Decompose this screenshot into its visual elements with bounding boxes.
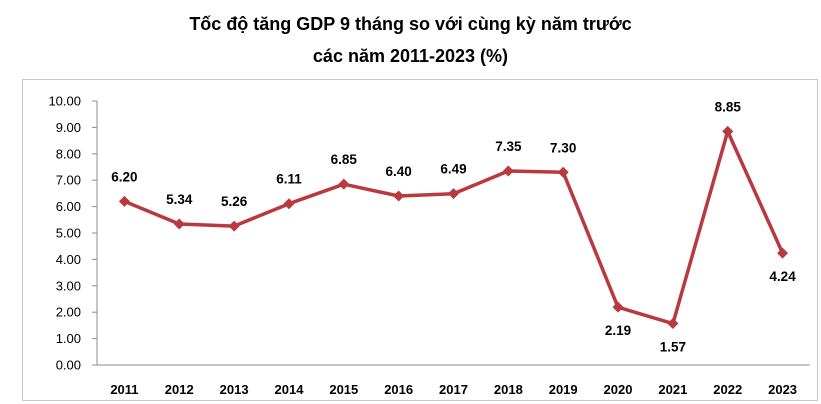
series-line [123, 129, 785, 326]
y-tick-label: 10.00 [48, 94, 81, 109]
data-point-marker [612, 301, 624, 313]
y-tick-label: 7.00 [56, 173, 81, 188]
data-label: 5.26 [221, 194, 248, 209]
x-tick-label: 2013 [220, 382, 249, 397]
data-label: 6.85 [331, 152, 358, 167]
data-point-marker [173, 218, 185, 230]
x-tick-label: 2014 [275, 382, 305, 397]
y-tick-label: 8.00 [56, 146, 81, 161]
x-tick-label: 2016 [384, 382, 413, 397]
data-point-marker [338, 178, 350, 190]
data-point-marker [722, 125, 734, 137]
x-tick-label: 2023 [768, 382, 797, 397]
data-point-marker [283, 198, 295, 210]
y-tick-label: 6.00 [56, 199, 81, 214]
data-label: 7.35 [495, 139, 522, 154]
data-point-marker [448, 188, 459, 200]
y-tick-label: 3.00 [56, 278, 81, 293]
data-point-marker [228, 220, 240, 232]
x-tick-label: 2021 [658, 382, 687, 397]
data-point-marker [777, 247, 789, 259]
y-tick-label: 9.00 [56, 120, 81, 135]
data-point-marker [557, 166, 569, 178]
y-tick-label: 4.00 [56, 252, 81, 267]
chart-title-line1: Tốc độ tăng GDP 9 tháng so với cùng kỳ n… [189, 14, 632, 34]
data-point-marker [667, 318, 679, 330]
data-label: 7.30 [550, 140, 576, 155]
data-labels: 6.20 5.34 5.26 6.11 6.85 6.40 6.49 7.35 7.30 2.19… [111, 99, 796, 354]
data-label: 2.19 [605, 323, 631, 338]
data-label: 8.85 [715, 99, 742, 114]
x-tick-label: 2017 [439, 382, 468, 397]
x-tick-label: 2019 [549, 382, 578, 397]
data-label: 6.20 [111, 169, 137, 184]
x-tick-label: 2020 [604, 382, 633, 397]
data-label: 4.24 [769, 269, 796, 284]
data-point-marker [118, 195, 130, 207]
y-tick-label: 1.00 [56, 331, 81, 346]
data-label: 6.49 [440, 162, 466, 177]
x-tick-label: 2022 [713, 382, 742, 397]
data-label: 5.34 [166, 192, 193, 207]
data-point-marker [502, 165, 514, 177]
data-label: 1.57 [660, 340, 686, 355]
x-tick-labels: 2011 2012 2013 2014 2015 2016 2017 2018 2019 2020… [110, 382, 797, 397]
data-label: 6.11 [276, 172, 302, 187]
chart-frame [22, 79, 818, 401]
data-point-marker [393, 190, 405, 202]
x-tick-label: 2011 [110, 382, 138, 397]
y-tick-label: 2.00 [56, 305, 81, 320]
y-tick-label: 5.00 [56, 226, 81, 241]
x-tick-label: 2015 [329, 382, 358, 397]
x-tick-label: 2018 [494, 382, 523, 397]
data-label: 6.40 [386, 164, 412, 179]
data-markers [118, 125, 789, 330]
y-tick-label: 0.00 [56, 358, 81, 373]
chart-title-line2: các năm 2011-2023 (%) [312, 46, 509, 66]
y-tick-labels: 0.00 1.00 2.00 3.00 4.00 5.00 6.00 7.00 8.00 9.00… [48, 94, 97, 373]
x-tick-label: 2012 [165, 382, 194, 397]
